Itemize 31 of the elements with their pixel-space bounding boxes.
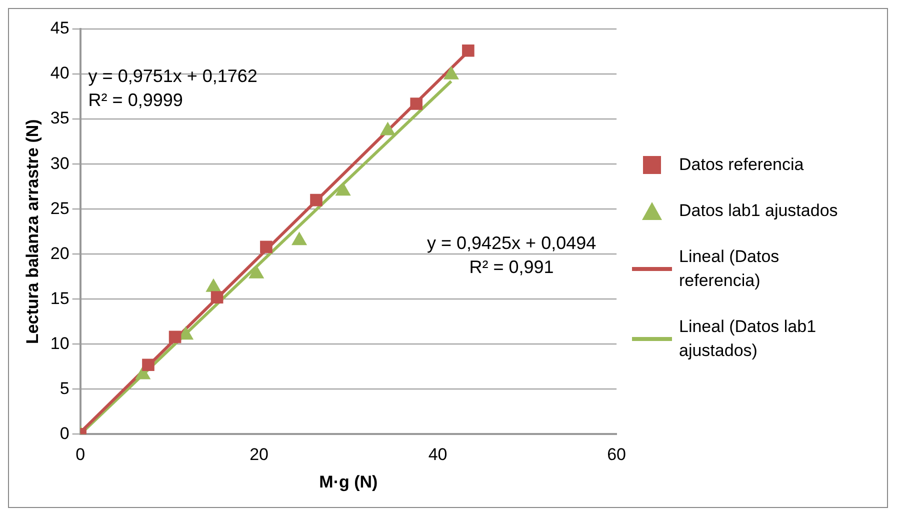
legend-label: Lineal (Datos referencia) (679, 246, 780, 292)
y-axis-title: Lectura balanza arrastre (N) (22, 119, 42, 344)
x-axis-title: M·g (N) (319, 472, 378, 492)
y-tick-label: 15 (50, 288, 70, 308)
legend-label: Datos lab1 ajustados (679, 200, 838, 222)
y-tick-label: 40 (50, 64, 70, 83)
annotation: y = 0,9751x + 0,1762 R² = 0,9999 (88, 66, 258, 110)
legend-label: Lineal (Datos lab1 ajustados) (679, 316, 818, 362)
y-tick-label: 0 (60, 424, 70, 443)
y-tick-label: 45 (50, 18, 70, 38)
point (248, 265, 264, 278)
point (135, 366, 150, 380)
point (336, 182, 350, 196)
point (292, 232, 307, 246)
y-tick-label: 35 (50, 108, 70, 128)
x-tick-label: 20 (250, 445, 269, 464)
y-tick-label: 10 (50, 334, 70, 353)
annotation: y = 0,9425x + 0,0494 R² = 0,991 (426, 232, 596, 277)
y-tick-label: 25 (50, 198, 70, 218)
point (462, 44, 474, 57)
y-tick-label: 5 (60, 378, 70, 398)
legend-label: Datos referencia (679, 154, 804, 176)
x-tick-label: 0 (76, 445, 86, 464)
y-tick-label: 20 (50, 244, 70, 263)
point (310, 194, 322, 206)
point (380, 122, 396, 136)
x-tick-label: 40 (428, 445, 448, 464)
point (410, 98, 423, 110)
y-tick-label: 30 (50, 154, 70, 173)
point (206, 278, 221, 292)
x-tick-label: 60 (607, 445, 626, 464)
